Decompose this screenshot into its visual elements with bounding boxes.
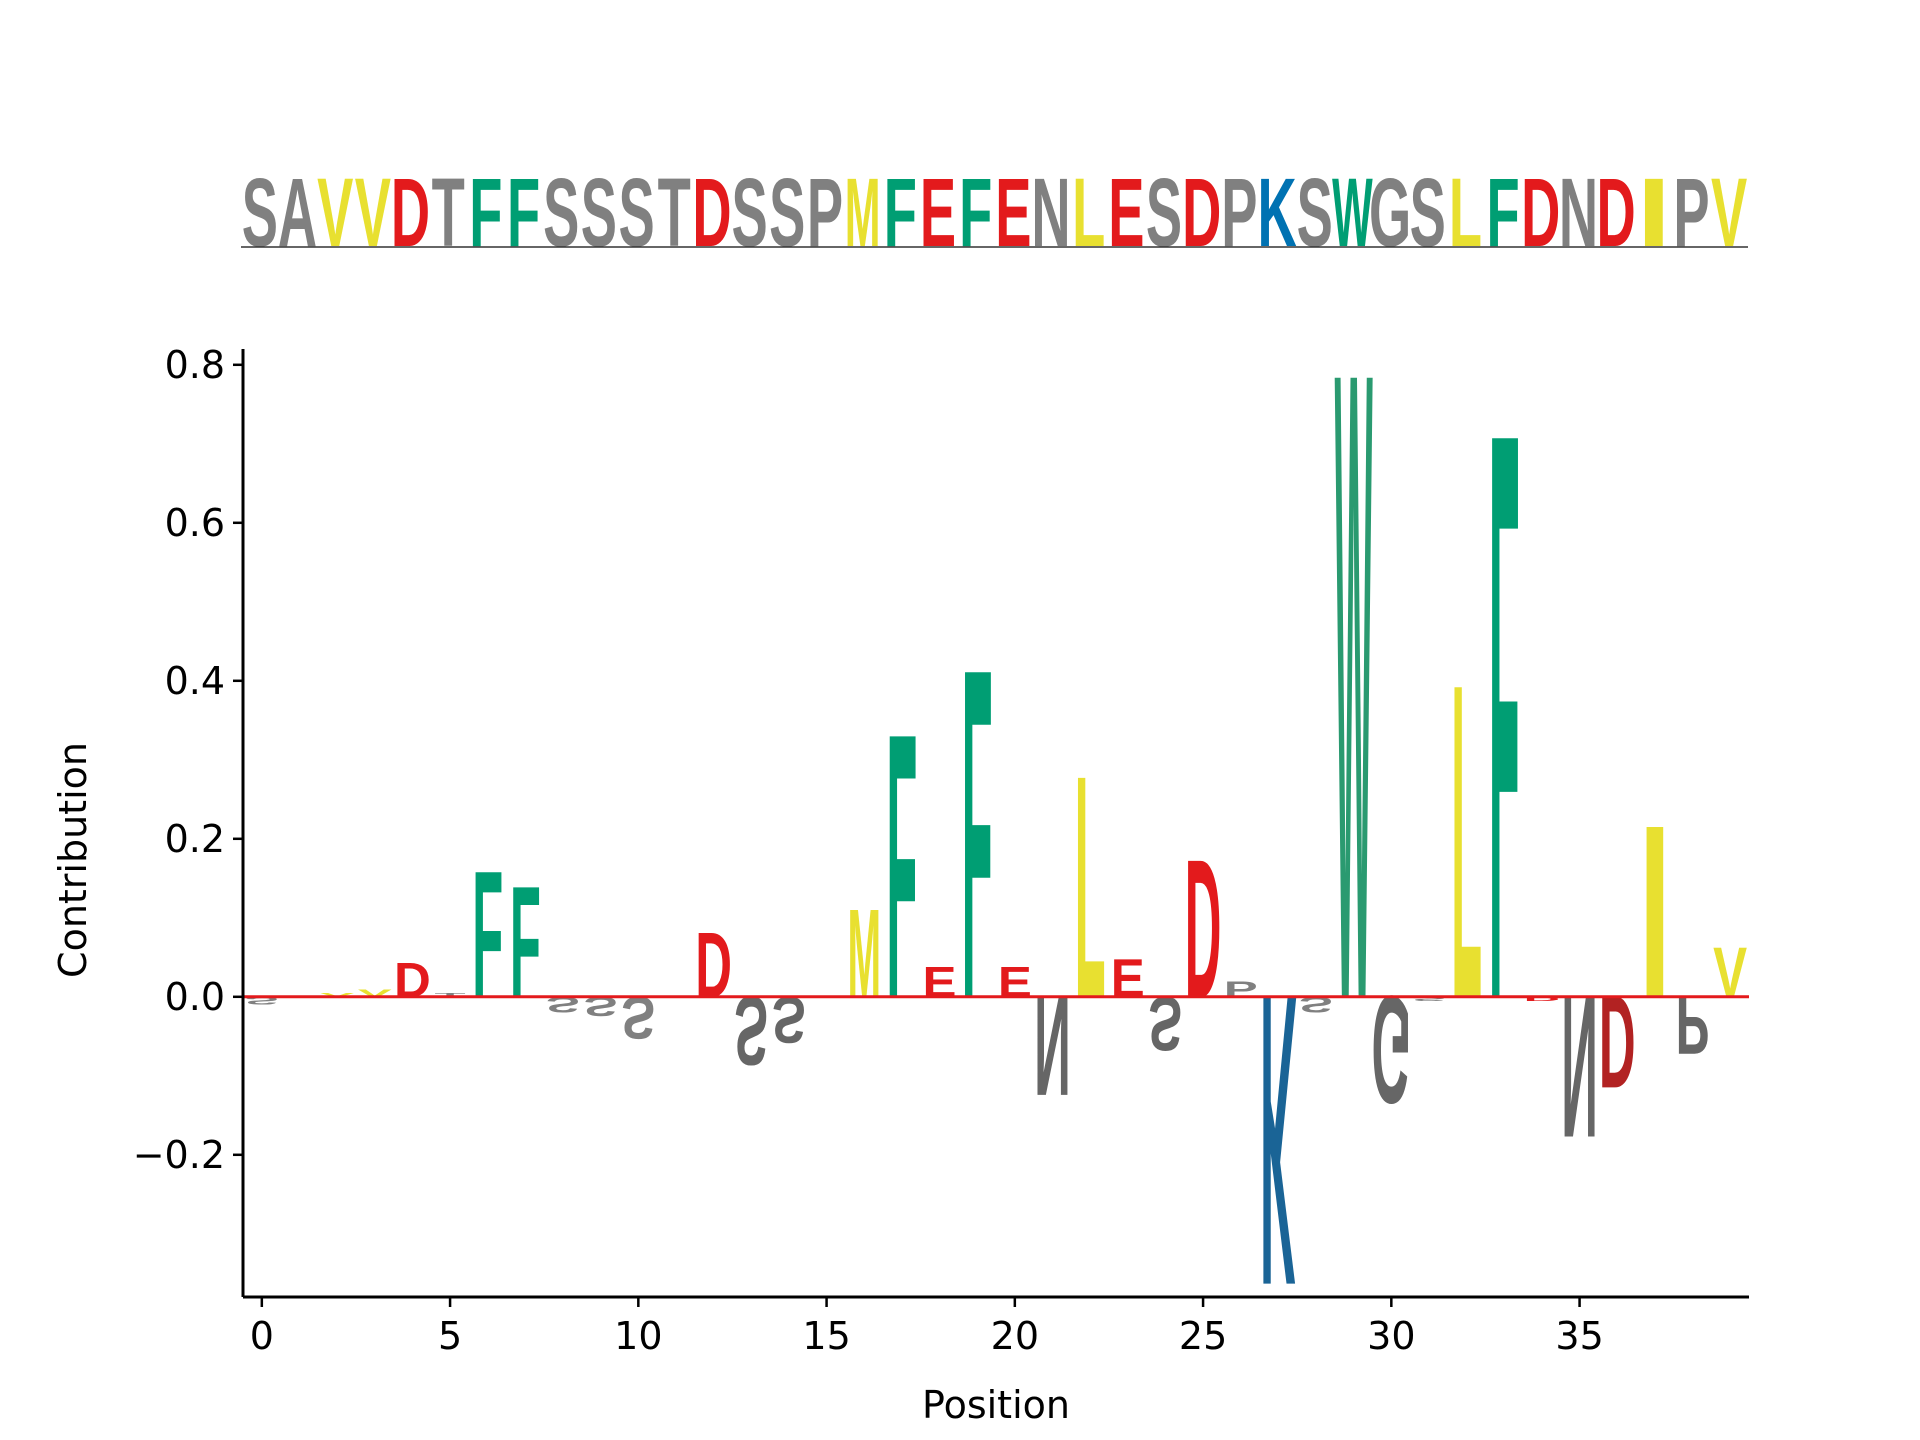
sequence-letter: V — [355, 158, 391, 267]
sequence-letter: P — [1221, 158, 1257, 267]
y-tick-label: 0.8 — [165, 343, 225, 387]
sequence-letter: F — [507, 158, 540, 267]
sequence-letter: V — [317, 158, 353, 267]
sequence-letter: D — [692, 158, 731, 267]
logo-letter: D — [1599, 968, 1636, 1114]
sequence-letter: L — [1072, 158, 1105, 267]
logo-letter: P — [1676, 979, 1710, 1072]
sequence-letter: E — [1108, 158, 1144, 267]
logo-letters: S V V D T F F S S SDS S M F E F E N L ES D P K S WG S L F D N D I PV — [245, 182, 1747, 1375]
logo-letter: I — [1639, 774, 1671, 1049]
sequence-letter: S — [618, 158, 654, 267]
logo-letter: D — [1524, 996, 1561, 1002]
sequence-letter: P — [1673, 158, 1709, 267]
x-tick-label: 20 — [991, 1314, 1039, 1358]
sequence-letter: F — [469, 158, 502, 267]
x-tick-label: 15 — [802, 1314, 850, 1358]
x-tick-label: 25 — [1179, 1314, 1227, 1358]
sequence-letter: S — [769, 158, 805, 267]
x-axis: 0 5 10 15 20 25 30 35 — [243, 1295, 1749, 1358]
logo-letter: L — [1075, 711, 1106, 1066]
sequence-letter: F — [884, 158, 917, 267]
logo-letter: V — [1713, 934, 1747, 1013]
sequence-letter: E — [920, 158, 956, 267]
logo-letter: S — [621, 984, 655, 1052]
logo-letter: F — [1489, 261, 1520, 1169]
x-tick-label: 5 — [438, 1314, 462, 1358]
x-tick-label: 30 — [1367, 1314, 1415, 1358]
sequence-letter: S — [242, 158, 278, 267]
y-axis-label: Contribution — [51, 742, 95, 978]
x-axis-label: Position — [922, 1383, 1070, 1427]
sequence-letter: F — [959, 158, 992, 267]
logo-letter: D — [394, 953, 431, 1008]
sequence-letter: P — [807, 158, 843, 267]
sequence-letter: S — [732, 158, 768, 267]
sequence-track: S A V V D T F F S S S T D S S P M F E F E N L E S D P K S WGS L F DND I P V — [242, 158, 1748, 267]
y-axis-ticks: −0.2 0.0 0.2 0.4 0.6 0.8 — [133, 343, 243, 1177]
logo-letter: F — [510, 854, 541, 1032]
sequence-letter: A — [278, 158, 317, 267]
logo-letter: S — [772, 982, 806, 1055]
logo-letter: V — [320, 992, 354, 998]
logo-letter: N — [1034, 966, 1071, 1126]
y-axis: −0.2 0.0 0.2 0.4 0.6 0.8 — [133, 343, 245, 1297]
sequence-letter: E — [995, 158, 1031, 267]
logo-letter: F — [472, 835, 503, 1036]
sequence-letter: W — [1332, 158, 1373, 267]
y-tick-label: 0.0 — [165, 975, 225, 1019]
sequence-letter: D — [1521, 158, 1560, 267]
sequence-letter: S — [581, 158, 617, 267]
sequence-letter: D — [1597, 158, 1636, 267]
sequence-letter: L — [1449, 158, 1482, 267]
sequence-letter: S — [1146, 158, 1182, 267]
logo-letter: S — [734, 975, 768, 1086]
y-tick-label: 0.6 — [165, 501, 225, 545]
logo-letter: S — [1148, 980, 1182, 1066]
sequence-letter: V — [1711, 158, 1747, 267]
logo-letter: W — [1335, 182, 1373, 1188]
sequence-letter: S — [1410, 158, 1446, 267]
logo-letter: K — [1260, 908, 1297, 1374]
sequence-letter: S — [1297, 158, 1333, 267]
logo-letter: L — [1451, 589, 1482, 1092]
x-tick-label: 35 — [1555, 1314, 1603, 1358]
logo-letter: G — [1372, 963, 1412, 1135]
logo-letter: D — [1185, 817, 1222, 1039]
sequence-letter: D — [391, 158, 430, 267]
logo-letter: N — [1561, 953, 1598, 1179]
sequence-letter: N — [1031, 158, 1070, 267]
logo-letter: T — [435, 992, 466, 998]
sequence-letter: I — [1637, 158, 1671, 267]
y-tick-label: 0.2 — [165, 817, 225, 861]
sequence-letter: T — [432, 158, 465, 267]
logo-letter: S — [1412, 996, 1446, 1002]
logo-letter: F — [886, 656, 917, 1078]
logo-letter: E — [998, 958, 1032, 1007]
x-tick-label: 10 — [614, 1314, 662, 1358]
x-tick-label: 0 — [250, 1314, 274, 1358]
logo-letter: E — [1111, 948, 1145, 1009]
y-tick-label: −0.2 — [133, 1133, 225, 1177]
x-axis-ticks: 0 5 10 15 20 25 30 35 — [250, 1297, 1604, 1358]
sequence-letter: M — [845, 158, 881, 267]
sequence-letter: K — [1257, 158, 1296, 267]
sequence-letter: G — [1369, 158, 1411, 267]
sequence-letter: F — [1487, 158, 1520, 267]
sequence-letter: D — [1182, 158, 1221, 267]
logo-letter: E — [923, 958, 957, 1007]
sequence-letter: T — [658, 158, 691, 267]
y-tick-label: 0.4 — [165, 659, 225, 703]
sequence-letter: N — [1559, 158, 1598, 267]
sequence-letter: S — [543, 158, 579, 267]
logo-letter: F — [962, 571, 993, 1098]
logo-letter: M — [847, 882, 881, 1023]
logo-letter: D — [695, 912, 732, 1016]
